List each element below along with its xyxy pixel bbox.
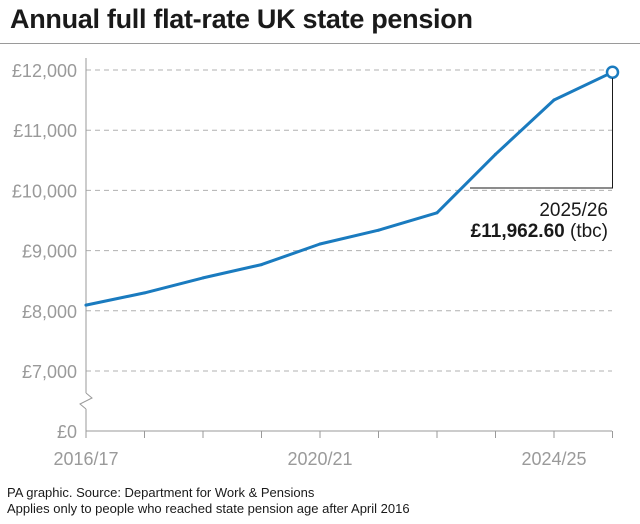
y-tick-labels: £12,000 £11,000 £10,000 £9,000 £8,000 £7,000 £… (12, 61, 77, 442)
annotation-value-block: £11,962.60 (tbc) (440, 221, 608, 243)
y-tick-label: £10,000 (12, 181, 77, 201)
axes (79, 58, 613, 438)
data-point (377, 228, 380, 232)
axis-break-mark (79, 392, 93, 410)
data-point (318, 242, 322, 246)
annotation-leader (470, 78, 613, 189)
data-point (552, 98, 556, 102)
data-point (435, 211, 439, 215)
x-tick-label: 2016/17 (53, 449, 118, 469)
annotation-period: 2025/26 (539, 200, 608, 221)
highlight-point (605, 65, 620, 79)
applicability-note: Applies only to people who reached state… (7, 501, 410, 516)
x-tick-labels: 2016/17 2020/21 2024/25 (53, 449, 586, 469)
data-point (84, 303, 88, 307)
x-tick-label: 2020/21 (287, 449, 352, 469)
series-line (84, 70, 614, 307)
annotation-suffix: (tbc) (570, 221, 608, 242)
gridlines (86, 69, 612, 372)
y-tick-label: £9,000 (22, 242, 77, 262)
chart-title: Annual full flat-rate UK state pension (10, 4, 473, 34)
y-tick-label: £7,000 (22, 362, 77, 382)
x-tick-label: 2024/25 (521, 449, 586, 469)
data-point (260, 263, 263, 267)
y-tick-label: £12,000 (12, 61, 77, 81)
data-point (201, 276, 205, 280)
series (84, 65, 620, 307)
source-note: PA graphic. Source: Department for Work … (7, 485, 315, 500)
data-point (494, 152, 497, 156)
y-tick-label: £11,000 (13, 121, 77, 141)
y-tick-label: £8,000 (22, 302, 77, 322)
annotation-leader-line (470, 78, 613, 189)
y-tick-label: £0 (57, 422, 77, 442)
data-point (143, 291, 146, 295)
title-divider (0, 43, 640, 44)
annotation-value: £11,962.60 (470, 221, 565, 242)
